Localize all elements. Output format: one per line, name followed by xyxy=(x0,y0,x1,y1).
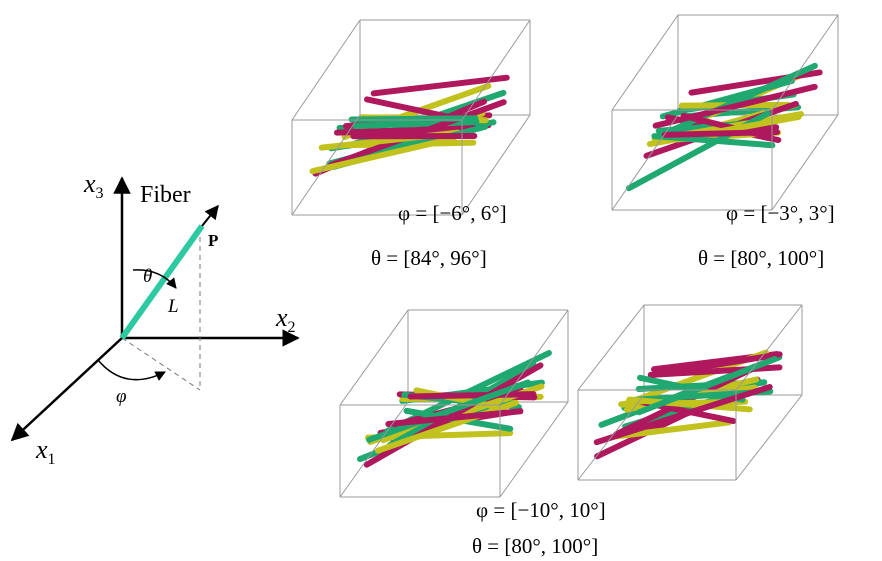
fiber-rod xyxy=(333,125,477,136)
symbol: x xyxy=(83,169,96,198)
fiber-rod xyxy=(370,74,510,97)
fiber-rod xyxy=(613,419,732,440)
fiber-rod xyxy=(348,115,479,123)
theta-label: θ xyxy=(143,266,152,287)
box-edge xyxy=(461,19,531,121)
axis-label: x1 xyxy=(35,435,56,468)
box-edge xyxy=(461,114,531,216)
fiber-rod xyxy=(626,396,753,413)
axis-label: x2 xyxy=(275,303,296,336)
box-edge xyxy=(735,394,803,481)
box-edge xyxy=(339,309,409,406)
box-edge xyxy=(291,19,361,121)
phi-label: φ xyxy=(116,386,127,407)
box-edge xyxy=(611,114,679,211)
symbol: x xyxy=(35,435,48,464)
fiber-rod xyxy=(649,351,783,379)
theta-range: θ = [80°, 100°] xyxy=(472,534,598,558)
theta-range: θ = [84°, 96°] xyxy=(371,246,487,270)
axis-x1 xyxy=(10,337,123,442)
fiber-arrow xyxy=(201,204,219,227)
fiber-boxes xyxy=(291,14,839,498)
box-edge xyxy=(611,14,679,111)
fiber-rod xyxy=(661,129,781,138)
fiber-rod xyxy=(407,391,537,400)
phi-range: φ = [−10°, 10°] xyxy=(476,498,606,522)
fiber-rod xyxy=(660,62,818,137)
fiber-rod xyxy=(651,133,776,149)
phi-range: φ = [−6°, 6°] xyxy=(398,201,507,225)
point-label: P xyxy=(208,231,218,250)
box-edge xyxy=(771,114,839,211)
subscript: 1 xyxy=(48,451,56,468)
phi-arc xyxy=(97,359,166,381)
projection-line xyxy=(121,337,201,391)
symbol: x xyxy=(275,303,288,332)
fiber-rod xyxy=(309,135,457,175)
box-edge xyxy=(499,309,569,406)
theta-arc xyxy=(132,269,177,289)
fiber-label: Fiber xyxy=(140,182,191,208)
subscript: 2 xyxy=(288,319,296,336)
axis-label: x3 xyxy=(83,169,104,202)
phi-range: φ = [−3°, 3°] xyxy=(726,201,835,225)
fiber-rod xyxy=(366,379,532,443)
box-edge xyxy=(339,401,409,498)
fiber-rod xyxy=(636,356,778,416)
box-edge xyxy=(577,394,645,481)
fiber-rod xyxy=(652,83,818,129)
fiber-rod xyxy=(593,383,773,446)
box-edge xyxy=(291,114,361,216)
theta-range: θ = [80°, 100°] xyxy=(698,246,824,270)
length-label: L xyxy=(167,296,179,317)
box-edge xyxy=(577,304,645,391)
fiber-rod xyxy=(352,118,480,130)
fiber xyxy=(119,224,205,340)
box-edge xyxy=(771,14,839,111)
fiber-rod xyxy=(385,408,524,428)
box-edge xyxy=(735,304,803,391)
subscript: 3 xyxy=(96,185,104,202)
axes-diagram: x3 x2 x1 Fiber P θ L φ xyxy=(10,169,300,468)
fiber-rod xyxy=(374,399,519,454)
box-edge xyxy=(499,401,569,498)
